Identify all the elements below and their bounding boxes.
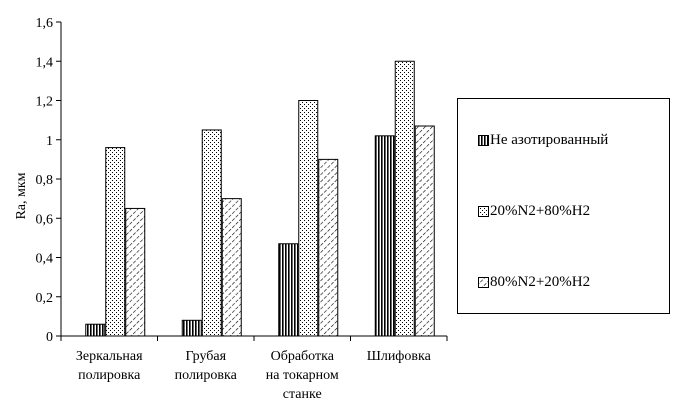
x-category-label: Обработка (271, 349, 335, 364)
x-category-label: станке (283, 387, 322, 402)
x-category-label: полировка (175, 368, 238, 383)
bar-series-2 (201, 129, 222, 337)
bar-series-3 (125, 207, 146, 337)
bar-series-1 (374, 135, 395, 337)
y-tick-label: 0,8 (36, 173, 54, 188)
legend-swatch-diagonal-hatch (478, 276, 489, 288)
bar-series-1 (181, 319, 202, 337)
x-category-label: Зеркальная (76, 349, 143, 364)
bar-series-2 (394, 60, 415, 337)
legend-label-series-1: Не азотированный (490, 131, 609, 148)
x-category-label: Шлифовка (367, 349, 432, 364)
bar-series-3 (414, 125, 435, 337)
legend-label-series-3: 80%N2+20%H2 (490, 273, 591, 290)
y-tick-label: 1,4 (36, 55, 54, 70)
legend-item-series-3: 80%N2+20%H2 (478, 273, 590, 291)
y-tick-label: 0,6 (36, 212, 54, 227)
y-tick-label: 1 (46, 134, 53, 149)
x-category-label: Грубая (185, 349, 226, 364)
y-tick-label: 1,6 (36, 16, 54, 31)
x-category-labels: Зеркальная полировка Грубая полировка Обрабо… (76, 349, 432, 402)
bars (85, 60, 435, 337)
legend-label-series-2: 20%N2+80%H2 (490, 202, 591, 219)
legend: Не азотированный 20%N2+80%H2 80%N2+20%H2 (457, 98, 670, 314)
bar-series-1 (85, 323, 106, 337)
legend-swatch-dots (478, 205, 489, 217)
bar-series-1 (278, 243, 299, 337)
bar-series-2 (105, 147, 126, 337)
legend-swatch-vertical-lines (478, 134, 489, 146)
y-tick-label: 0,2 (36, 291, 54, 306)
legend-item-series-1: Не азотированный (478, 131, 608, 149)
y-axis-title: Ra, мкм (14, 172, 29, 219)
bar-series-2 (298, 100, 319, 337)
bar-series-3 (318, 158, 339, 337)
y-tick-label: 1,2 (36, 95, 54, 110)
y-tick-labels: 0 0,2 0,4 0,6 0,8 1 1,2 1,4 1,6 (36, 16, 54, 345)
legend-item-series-2: 20%N2+80%H2 (478, 202, 590, 220)
y-tick-label: 0,4 (36, 252, 54, 267)
x-category-label: на токарном (266, 368, 339, 383)
x-category-label: полировка (78, 368, 141, 383)
y-tick-label: 0 (46, 330, 53, 345)
bar-series-3 (221, 198, 242, 337)
